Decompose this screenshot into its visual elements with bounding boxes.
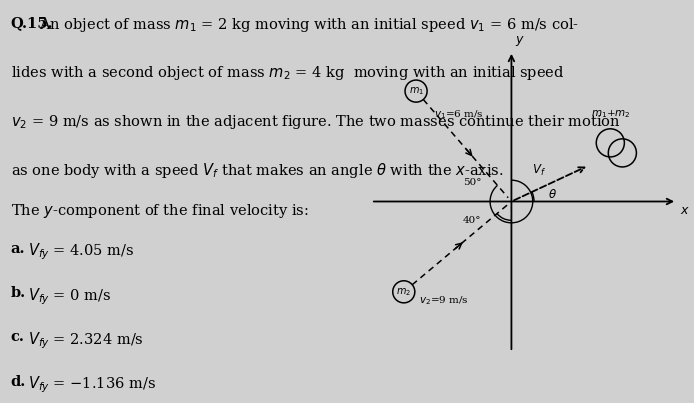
Text: $V_f$: $V_f$: [532, 163, 545, 178]
Text: 50°: 50°: [463, 178, 482, 187]
Text: An object of mass $m_1$ = 2 kg moving with an initial speed $v_1$ = 6 m/s col-: An object of mass $m_1$ = 2 kg moving wi…: [39, 16, 579, 34]
Text: $v_1$=6 m/s: $v_1$=6 m/s: [434, 109, 484, 121]
Text: b.: b.: [11, 286, 26, 300]
Text: $y$: $y$: [516, 34, 525, 48]
Text: $v_2$ = 9 m/s as shown in the adjacent figure. The two masses continue their mot: $v_2$ = 9 m/s as shown in the adjacent f…: [11, 113, 620, 131]
Text: $x$: $x$: [679, 204, 689, 217]
Text: $V_{fy}$ = 2.324 m/s: $V_{fy}$ = 2.324 m/s: [28, 330, 144, 351]
Text: $V_{fy}$ = 0 m/s: $V_{fy}$ = 0 m/s: [28, 286, 112, 307]
Text: $\theta$: $\theta$: [548, 188, 557, 201]
Text: d.: d.: [11, 375, 26, 389]
Text: Q.15.: Q.15.: [11, 16, 53, 30]
Text: a.: a.: [11, 242, 25, 256]
Text: $V_{fy}$ = $-$1.136 m/s: $V_{fy}$ = $-$1.136 m/s: [28, 375, 156, 395]
Text: $v_2$=9 m/s: $v_2$=9 m/s: [419, 294, 468, 307]
Text: $V_{fy}$ = 4.05 m/s: $V_{fy}$ = 4.05 m/s: [28, 242, 135, 262]
Text: c.: c.: [11, 330, 25, 345]
Text: $m_1$+$m_2$: $m_1$+$m_2$: [591, 108, 631, 120]
Text: as one body with a speed $V_f$ that makes an angle $\theta$ with the $x$-axis.: as one body with a speed $V_f$ that make…: [11, 161, 503, 180]
Text: $m_1$: $m_1$: [409, 85, 423, 97]
Text: 40°: 40°: [463, 216, 482, 225]
Text: The $y$-component of the final velocity is:: The $y$-component of the final velocity …: [11, 202, 309, 220]
Text: lides with a second object of mass $m_2$ = 4 kg  moving with an initial speed: lides with a second object of mass $m_2$…: [11, 64, 564, 83]
Text: $m_2$: $m_2$: [396, 286, 412, 298]
